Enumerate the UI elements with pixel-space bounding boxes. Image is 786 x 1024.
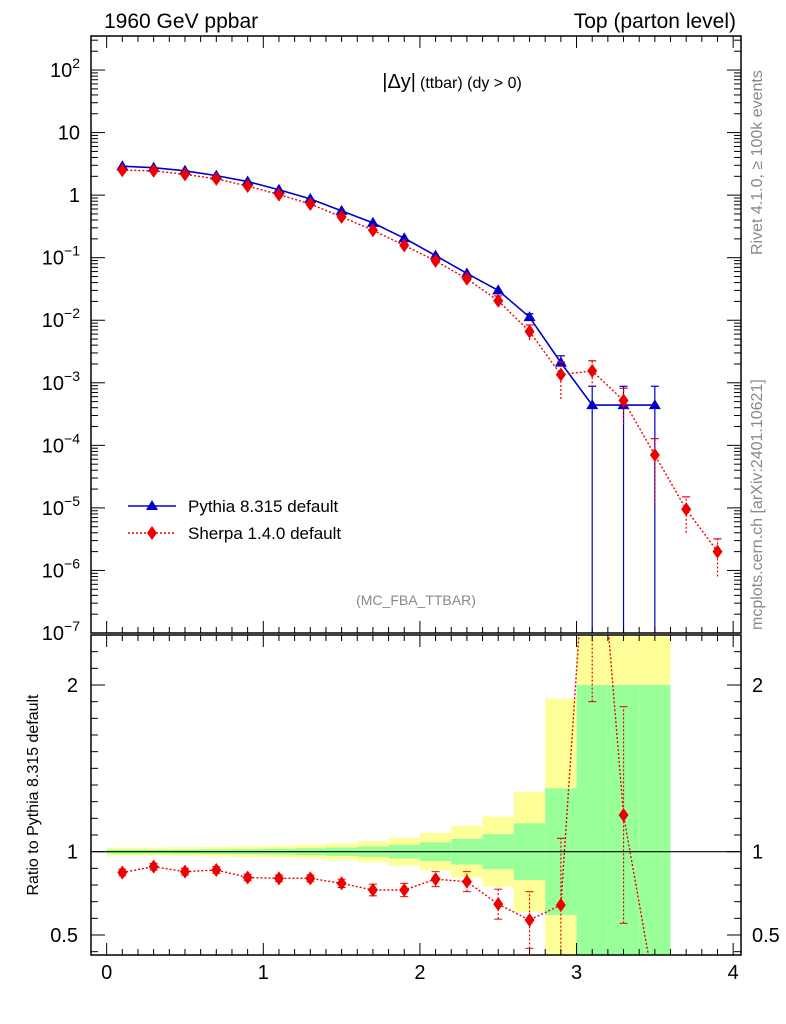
data-point-pythia xyxy=(492,284,505,295)
ratio-y-tick-label-right: 0.5 xyxy=(752,925,780,947)
x-tick-label: 2 xyxy=(414,962,425,984)
ratio-y-tick-label-right: 2 xyxy=(752,675,763,697)
ratio-point-sherpa xyxy=(336,876,347,891)
ratio-point-sherpa xyxy=(399,883,410,897)
ratio-point-sherpa xyxy=(179,864,190,879)
data-point-sherpa xyxy=(712,544,723,559)
plot-title-sub: (ttbar) (dy > 0) xyxy=(420,75,522,92)
series-layer xyxy=(116,160,723,955)
mcplots-label: mcplots.cern.ch [arXiv:2401.10621] xyxy=(749,379,766,630)
y-tick-label: 10 xyxy=(58,123,80,145)
data-point-sherpa xyxy=(399,238,410,253)
plot-title-main: |Δy| xyxy=(382,71,416,93)
ratio-point-sherpa xyxy=(211,863,222,877)
ratio-point-sherpa xyxy=(305,871,316,886)
y-tick-label: 10−2 xyxy=(42,305,80,332)
ratio-sherpa-line xyxy=(122,635,650,955)
x-tick-label: 0 xyxy=(101,962,112,984)
data-point-sherpa xyxy=(430,253,441,268)
ratio-point-sherpa xyxy=(273,871,284,886)
analysis-watermark: (MC_FBA_TTBAR) xyxy=(356,592,476,608)
y-tick-label: 10−3 xyxy=(42,368,80,395)
ratio-uncertainty-bands xyxy=(91,635,741,955)
data-point-pythia xyxy=(523,311,536,322)
data-point-sherpa xyxy=(179,167,190,182)
ratio-point-sherpa xyxy=(524,913,535,927)
rivet-version-label: Rivet 4.1.0, ≥ 100k events xyxy=(749,70,766,255)
ratio-sherpa-series xyxy=(117,635,650,955)
ratio-point-sherpa xyxy=(117,865,128,880)
legend-label-pythia: Pythia 8.315 default xyxy=(188,497,339,516)
header-left: 1960 GeV ppbar xyxy=(104,10,258,33)
x-tick-label: 4 xyxy=(728,962,739,984)
y-tick-label: 102 xyxy=(50,55,80,82)
y-tick-label: 10−4 xyxy=(42,430,80,457)
ratio-y-tick-label-right: 1 xyxy=(752,842,763,864)
data-point-sherpa xyxy=(367,223,378,238)
ratio-ylabel: Ratio to Pythia 8.315 default xyxy=(25,694,42,896)
series-line-0 xyxy=(122,165,655,406)
ratio-point-sherpa xyxy=(461,874,472,889)
data-point-sherpa xyxy=(242,178,253,193)
ratio-y-tick-label: 2 xyxy=(67,675,78,697)
y-tick-label: 10−1 xyxy=(42,243,80,270)
axes: 0 1 2 3 4 102 10 1 10−1 10−2 10−3 10−4 10−5 10−6 10−7 0… xyxy=(42,35,780,984)
ratio-point-sherpa xyxy=(148,859,159,874)
ratio-point-sherpa xyxy=(618,808,629,822)
legend-marker-pythia xyxy=(146,500,158,510)
x-tick-label: 1 xyxy=(258,962,269,984)
header-right: Top (parton level) xyxy=(574,10,736,33)
legend-marker-sherpa xyxy=(147,526,157,540)
data-point-sherpa xyxy=(273,187,284,202)
data-point-sherpa xyxy=(555,367,566,382)
data-point-sherpa xyxy=(117,163,128,178)
data-point-pythia xyxy=(366,216,379,227)
data-point-pythia xyxy=(398,232,411,243)
y-tick-label: 10−6 xyxy=(42,555,80,582)
data-point-sherpa xyxy=(336,209,347,224)
ratio-y-tick-label: 0.5 xyxy=(50,925,78,947)
series-line-1 xyxy=(122,169,719,553)
data-point-sherpa xyxy=(681,502,692,517)
y-tick-label: 1 xyxy=(69,185,80,207)
data-point-sherpa xyxy=(649,448,660,463)
green-band-15 xyxy=(576,685,608,955)
data-point-sherpa xyxy=(211,171,222,186)
main-plot-frame xyxy=(90,35,742,634)
y-tick-label: 10−5 xyxy=(42,493,80,520)
ratio-point-sherpa xyxy=(555,898,566,912)
green-band-17 xyxy=(639,685,671,955)
ratio-point-sherpa xyxy=(367,883,378,897)
legend-label-sherpa: Sherpa 1.4.0 default xyxy=(188,524,341,543)
data-point-sherpa xyxy=(587,363,598,378)
ratio-plot-frame xyxy=(90,634,742,956)
data-point-sherpa xyxy=(148,163,159,178)
data-point-sherpa xyxy=(493,293,504,308)
ratio-point-sherpa xyxy=(430,872,441,887)
data-point-pythia xyxy=(586,399,599,410)
y-tick-label: 10−7 xyxy=(42,618,80,645)
ratio-point-sherpa xyxy=(493,897,504,912)
ratio-point-sherpa xyxy=(242,870,253,885)
ratio-y-tick-label: 1 xyxy=(67,842,78,864)
data-point-sherpa xyxy=(461,271,472,286)
legend: Pythia 8.315 default Sherpa 1.4.0 defaul… xyxy=(128,497,341,543)
data-point-sherpa xyxy=(524,324,535,339)
x-tick-label: 3 xyxy=(571,962,582,984)
data-point-sherpa xyxy=(618,393,629,408)
data-point-sherpa xyxy=(305,197,316,212)
data-point-pythia xyxy=(648,399,661,410)
